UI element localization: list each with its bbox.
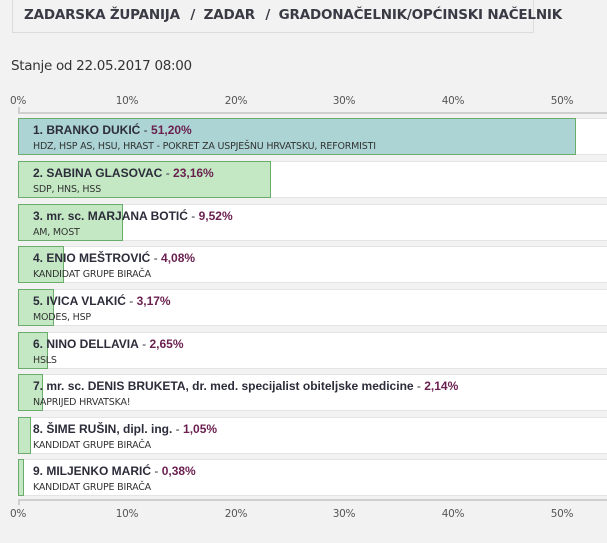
candidate-row: 1. BRANKO DUKIĆ - 51,20% HDZ, HSP AS, HS… bbox=[18, 118, 607, 155]
axis-top: 0% 10% 20% 30% 40% 50% bbox=[0, 95, 607, 115]
candidate-parties: HDZ, HSP AS, HSU, HRAST - POKRET ZA USPJ… bbox=[33, 141, 376, 152]
axis-tick: 0% bbox=[9, 95, 27, 107]
candidate-parties: HSLS bbox=[33, 355, 57, 366]
axis-tick: 20% bbox=[224, 95, 248, 107]
axis-line-top bbox=[18, 107, 607, 114]
axis-tick: 30% bbox=[332, 508, 356, 520]
candidate-percent: 9,52% bbox=[198, 209, 233, 223]
candidate-parties: MODES, HSP bbox=[33, 312, 91, 323]
axis-bottom: 0% 10% 20% 30% 40% 50% bbox=[0, 508, 607, 528]
candidate-label: 3. mr. sc. MARJANA BOTIĆ - 9,52% bbox=[33, 209, 233, 223]
candidate-parties: KANDIDAT GRUPE BIRAČA bbox=[33, 440, 151, 451]
candidate-row: 4. ENIO MEŠTROVIĆ - 4,08% KANDIDAT GRUPE… bbox=[18, 246, 607, 283]
candidate-row: 5. IVICA VLAKIĆ - 3,17% MODES, HSP bbox=[18, 289, 607, 326]
result-bar bbox=[18, 161, 271, 198]
candidate-parties: KANDIDAT GRUPE BIRAČA bbox=[33, 269, 151, 280]
candidate-name: 1. BRANKO DUKIĆ bbox=[33, 123, 141, 137]
axis-line-bottom bbox=[18, 499, 607, 505]
result-bar bbox=[18, 289, 54, 326]
candidate-percent: 4,08% bbox=[161, 251, 196, 265]
breadcrumb-county[interactable]: ZADARSKA ŽUPANIJA bbox=[24, 7, 180, 23]
candidate-parties: SDP, HNS, HSS bbox=[33, 184, 102, 195]
candidate-percent: 2,65% bbox=[149, 337, 184, 351]
candidate-name: 8. ŠIME RUŠIN, dipl. ing. bbox=[33, 422, 173, 436]
candidate-label: 5. IVICA VLAKIĆ - 3,17% bbox=[33, 294, 171, 308]
candidate-name: 5. IVICA VLAKIĆ bbox=[33, 294, 126, 308]
candidate-percent: 2,14% bbox=[424, 379, 459, 393]
candidate-name: 4. ENIO MEŠTROVIĆ bbox=[33, 251, 151, 265]
candidate-parties: AM, MOST bbox=[33, 227, 80, 238]
candidate-name: 2. SABINA GLASOVAC bbox=[33, 166, 163, 180]
axis-tick: 0% bbox=[9, 508, 27, 520]
candidate-row: 2. SABINA GLASOVAC - 23,16% SDP, HNS, HS… bbox=[18, 161, 607, 198]
candidate-row: 9. MILJENKO MARIĆ - 0,38% KANDIDAT GRUPE… bbox=[18, 459, 607, 496]
candidate-row: 3. mr. sc. MARJANA BOTIĆ - 9,52% AM, MOS… bbox=[18, 204, 607, 241]
result-bar bbox=[18, 417, 31, 454]
candidate-row: 6. NINO DELLAVIA - 2,65% HSLS bbox=[18, 332, 607, 369]
candidate-name: 3. mr. sc. MARJANA BOTIĆ bbox=[33, 209, 188, 223]
axis-tick: 20% bbox=[224, 508, 248, 520]
breadcrumb-separator: / bbox=[265, 7, 271, 23]
result-bar bbox=[18, 332, 48, 369]
candidate-percent: 0,38% bbox=[161, 464, 196, 478]
status-timestamp: Stanje od 22.05.2017 08:00 bbox=[11, 58, 192, 74]
candidate-label: 4. ENIO MEŠTROVIĆ - 4,08% bbox=[33, 251, 196, 265]
candidate-percent: 51,20% bbox=[151, 123, 192, 137]
candidate-row: 8. ŠIME RUŠIN, dipl. ing. - 1,05% KANDID… bbox=[18, 417, 607, 454]
candidate-label: 9. MILJENKO MARIĆ - 0,38% bbox=[33, 464, 196, 478]
candidate-label: 8. ŠIME RUŠIN, dipl. ing. - 1,05% bbox=[33, 422, 218, 436]
breadcrumb: ZADARSKA ŽUPANIJA / ZADAR / GRADONAČELNI… bbox=[12, 0, 562, 33]
candidate-name: 9. MILJENKO MARIĆ bbox=[33, 464, 152, 478]
candidate-percent: 1,05% bbox=[183, 422, 218, 436]
candidate-name: 7. mr. sc. DENIS BRUKETA, dr. med. speci… bbox=[33, 379, 414, 393]
candidate-row: 7. mr. sc. DENIS BRUKETA, dr. med. speci… bbox=[18, 374, 607, 411]
axis-tick: 30% bbox=[332, 95, 356, 107]
breadcrumb-city[interactable]: ZADAR bbox=[203, 7, 255, 23]
axis-tick: 10% bbox=[115, 508, 139, 520]
axis-tick: 50% bbox=[550, 95, 574, 107]
candidate-parties: KANDIDAT GRUPE BIRAČA bbox=[33, 482, 151, 493]
result-bar bbox=[18, 118, 576, 155]
result-bar bbox=[18, 374, 43, 411]
candidate-percent: 3,17% bbox=[136, 294, 171, 308]
candidate-label: 7. mr. sc. DENIS BRUKETA, dr. med. speci… bbox=[33, 379, 459, 393]
result-bar bbox=[18, 204, 123, 241]
axis-tick: 40% bbox=[441, 508, 465, 520]
candidate-label: 1. BRANKO DUKIĆ - 51,20% bbox=[33, 123, 192, 137]
axis-tick: 40% bbox=[441, 95, 465, 107]
candidate-label: 2. SABINA GLASOVAC - 23,16% bbox=[33, 166, 214, 180]
candidate-parties: NAPRIJED HRVATSKA! bbox=[33, 397, 131, 408]
candidate-label: 6. NINO DELLAVIA - 2,65% bbox=[33, 337, 184, 351]
candidate-percent: 23,16% bbox=[173, 166, 214, 180]
axis-tick: 10% bbox=[115, 95, 139, 107]
breadcrumb-separator: / bbox=[190, 7, 196, 23]
axis-tick: 50% bbox=[550, 508, 574, 520]
result-bar bbox=[18, 246, 64, 283]
result-bar bbox=[18, 459, 24, 496]
breadcrumb-office: GRADONAČELNIK/OPĆINSKI NAČELNIK bbox=[278, 7, 563, 23]
candidate-name: 6. NINO DELLAVIA bbox=[33, 337, 139, 351]
